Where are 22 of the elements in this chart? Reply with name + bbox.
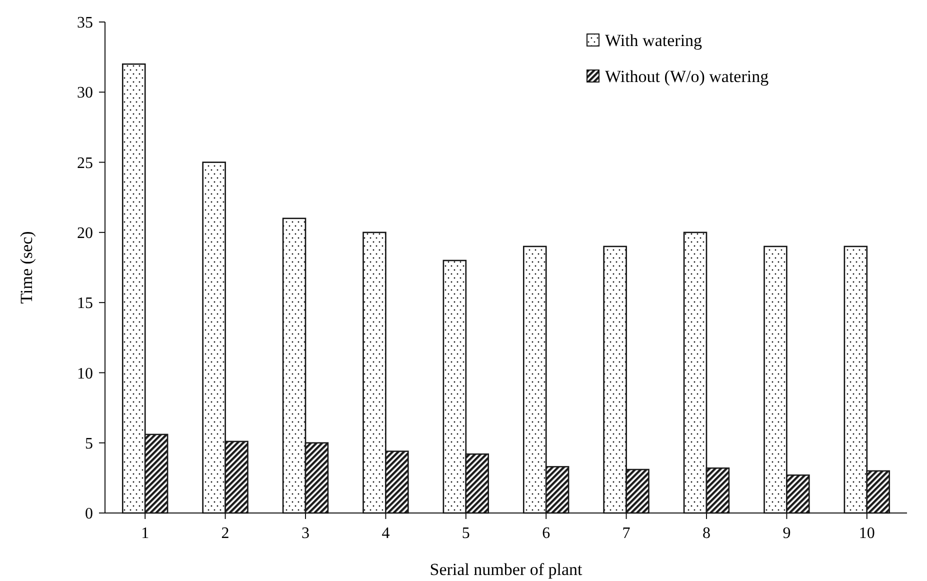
legend-label: With watering	[605, 30, 703, 50]
x-axis-title: Serial number of plant	[430, 560, 583, 579]
y-tick-label: 20	[77, 225, 93, 242]
y-tick-label: 35	[77, 14, 93, 32]
x-tick-label: 3	[302, 525, 310, 542]
y-tick-label: 15	[77, 295, 93, 312]
y-tick-label: 30	[77, 84, 93, 102]
x-tick-label: 10	[858, 525, 875, 542]
y-tick-label: 5	[85, 435, 93, 452]
x-tick-label: 1	[141, 525, 150, 542]
x-tick-label: 8	[702, 525, 710, 542]
y-tick-label: 10	[77, 365, 93, 382]
x-tick-label: 9	[782, 525, 791, 542]
x-tick-label: 6	[542, 525, 550, 542]
y-tick-label: 25	[77, 154, 93, 172]
legend-label: Without (W/o) watering	[605, 66, 770, 86]
x-tick-label: 4	[382, 525, 390, 542]
y-tick-label: 0	[85, 506, 93, 523]
x-tick-label: 2	[221, 525, 230, 542]
x-tick-label: 5	[462, 525, 470, 542]
y-axis-title: Time (sec)	[17, 231, 36, 304]
x-tick-label: 7	[622, 525, 630, 542]
